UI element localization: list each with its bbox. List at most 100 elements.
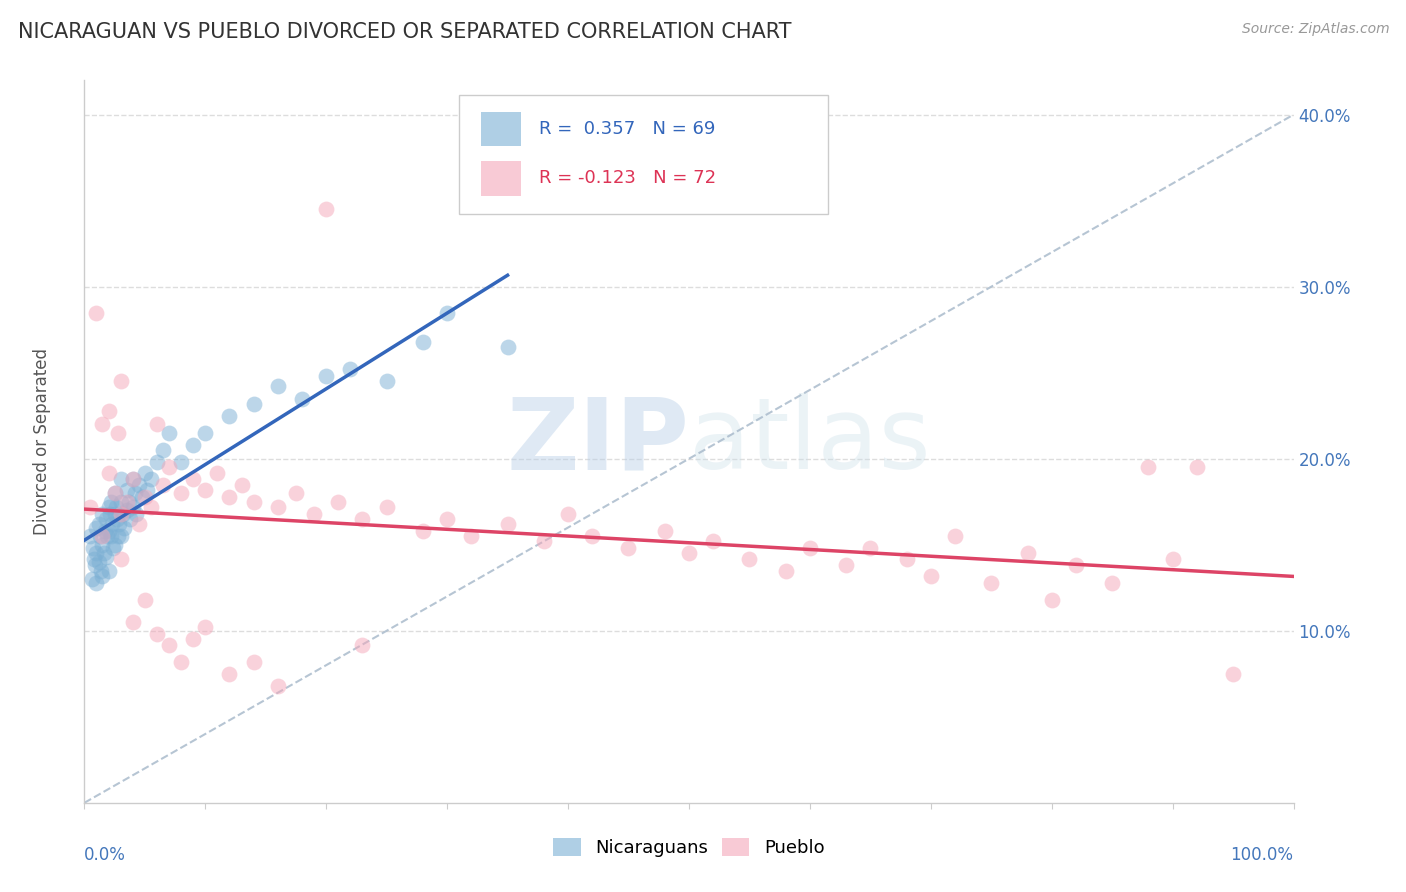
Point: [79, 500, 101, 514]
Point: [980, 575, 1002, 590]
Point: [412, 334, 434, 349]
Point: [107, 425, 129, 440]
Point: [242, 655, 264, 669]
Point: [654, 524, 676, 538]
Point: [207, 466, 229, 480]
Point: [115, 483, 138, 497]
Point: [375, 375, 398, 389]
Point: [799, 541, 821, 556]
Text: NICARAGUAN VS PUEBLO DIVORCED OR SEPARATED CORRELATION CHART: NICARAGUAN VS PUEBLO DIVORCED OR SEPARAT…: [18, 22, 792, 42]
Point: [98, 507, 121, 521]
Point: [581, 529, 603, 543]
Point: [859, 541, 882, 556]
Point: [110, 529, 132, 543]
Point: [104, 486, 127, 500]
Text: 0.0%: 0.0%: [84, 847, 127, 864]
Point: [134, 592, 156, 607]
Point: [86, 520, 108, 534]
Point: [835, 558, 858, 573]
Point: [110, 375, 132, 389]
Text: Source: ZipAtlas.com: Source: ZipAtlas.com: [1241, 22, 1389, 37]
Point: [896, 551, 918, 566]
Point: [460, 529, 482, 543]
Point: [134, 466, 156, 480]
Point: [181, 472, 204, 486]
Point: [131, 490, 153, 504]
Point: [91, 507, 114, 521]
Point: [86, 575, 108, 590]
Point: [496, 340, 519, 354]
Point: [738, 551, 761, 566]
Point: [146, 627, 169, 641]
Point: [412, 524, 434, 538]
Point: [1185, 460, 1208, 475]
Point: [170, 486, 193, 500]
Point: [339, 362, 361, 376]
Point: [146, 417, 169, 432]
Point: [84, 558, 107, 573]
Text: R =  0.357   N = 69: R = 0.357 N = 69: [538, 120, 716, 138]
Point: [86, 305, 108, 319]
Point: [112, 507, 135, 521]
Point: [218, 666, 240, 681]
Point: [94, 549, 117, 564]
Point: [121, 472, 143, 486]
Point: [110, 551, 132, 566]
Point: [194, 483, 217, 497]
Point: [1161, 551, 1184, 566]
Point: [328, 494, 350, 508]
Point: [315, 369, 337, 384]
Point: [136, 483, 159, 497]
Point: [115, 494, 138, 508]
Point: [79, 529, 101, 543]
Point: [267, 500, 290, 514]
Point: [82, 541, 104, 556]
Point: [121, 500, 143, 514]
Point: [678, 546, 700, 560]
Point: [139, 472, 162, 486]
Point: [291, 392, 314, 406]
Point: [87, 517, 110, 532]
Point: [89, 529, 111, 543]
Point: [157, 460, 180, 475]
Point: [375, 500, 398, 514]
Point: [97, 466, 120, 480]
Point: [91, 568, 114, 582]
Point: [496, 517, 519, 532]
Point: [242, 397, 264, 411]
FancyBboxPatch shape: [481, 161, 520, 195]
Point: [557, 507, 579, 521]
Point: [80, 572, 103, 586]
Point: [218, 409, 240, 423]
Point: [96, 529, 118, 543]
Point: [1137, 460, 1160, 475]
FancyBboxPatch shape: [460, 95, 828, 214]
Point: [267, 679, 290, 693]
Point: [194, 425, 217, 440]
Point: [170, 655, 193, 669]
Point: [152, 477, 174, 491]
Point: [83, 551, 105, 566]
Point: [121, 472, 143, 486]
Point: [112, 520, 135, 534]
Point: [104, 507, 127, 521]
Point: [181, 632, 204, 647]
Point: [775, 564, 797, 578]
FancyBboxPatch shape: [481, 112, 520, 146]
Point: [1101, 575, 1123, 590]
Point: [107, 529, 129, 543]
Point: [218, 490, 240, 504]
Point: [115, 503, 138, 517]
Point: [157, 638, 180, 652]
Point: [134, 490, 156, 504]
Point: [267, 379, 290, 393]
Point: [920, 568, 942, 582]
Point: [108, 517, 131, 532]
Point: [146, 455, 169, 469]
Point: [533, 534, 555, 549]
Point: [121, 615, 143, 630]
Point: [87, 555, 110, 569]
Point: [104, 538, 127, 552]
Point: [1064, 558, 1087, 573]
Point: [1040, 592, 1063, 607]
